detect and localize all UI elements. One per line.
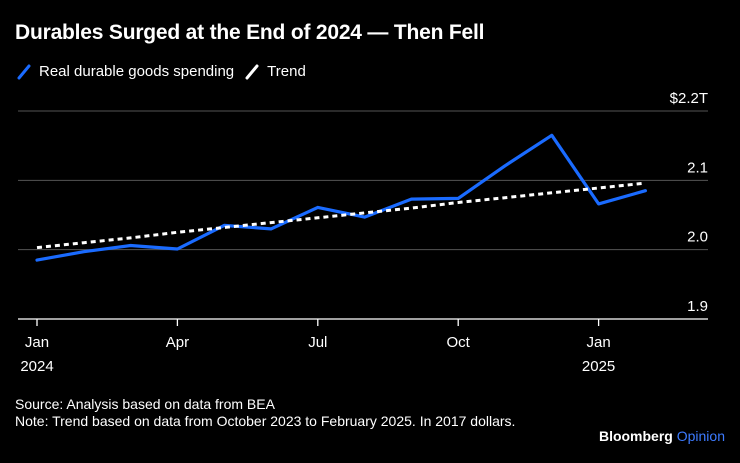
y-tick-label: 2.0 [687, 229, 708, 246]
legend-label-real-durable: Real durable goods spending [39, 63, 235, 80]
x-tick-label: Jan [587, 334, 611, 351]
methodology-note: Note: Trend based on data from October 2… [15, 413, 516, 429]
chart-footer: Source: Analysis based on data from BEA … [15, 396, 535, 430]
x-tick-label: Jan [25, 334, 49, 351]
legend-item-trend: Trend [245, 63, 306, 80]
legend-swatch-solid-icon [17, 64, 31, 79]
legend-item-real-durable: Real durable goods spending [17, 63, 234, 80]
y-tick-label: 2.1 [687, 159, 708, 176]
brand-logo: Bloomberg Opinion [599, 428, 725, 444]
x-tick-sublabel: 2024 [20, 358, 53, 375]
x-tick-label: Jul [308, 334, 327, 351]
x-tick-label: Apr [166, 334, 189, 351]
x-tick-sublabel: 2025 [582, 358, 615, 375]
y-tick-label: $2.2T [670, 90, 708, 107]
y-tick-label: 1.9 [687, 298, 708, 315]
brand-suffix: Opinion [676, 428, 725, 444]
x-tick-label: Oct [447, 334, 471, 351]
trend-line [36, 181, 646, 250]
brand-name: Bloomberg [598, 428, 673, 444]
legend-label-trend: Trend [267, 63, 306, 80]
chart-legend: Real durable goods spending Trend [17, 63, 317, 80]
series-line-real-durable [35, 133, 648, 262]
legend-swatch-dashed-icon [245, 64, 259, 79]
chart-title: Durables Surged at the End of 2024 — The… [15, 21, 485, 44]
source-note: Source: Analysis based on data from BEA [15, 396, 275, 412]
